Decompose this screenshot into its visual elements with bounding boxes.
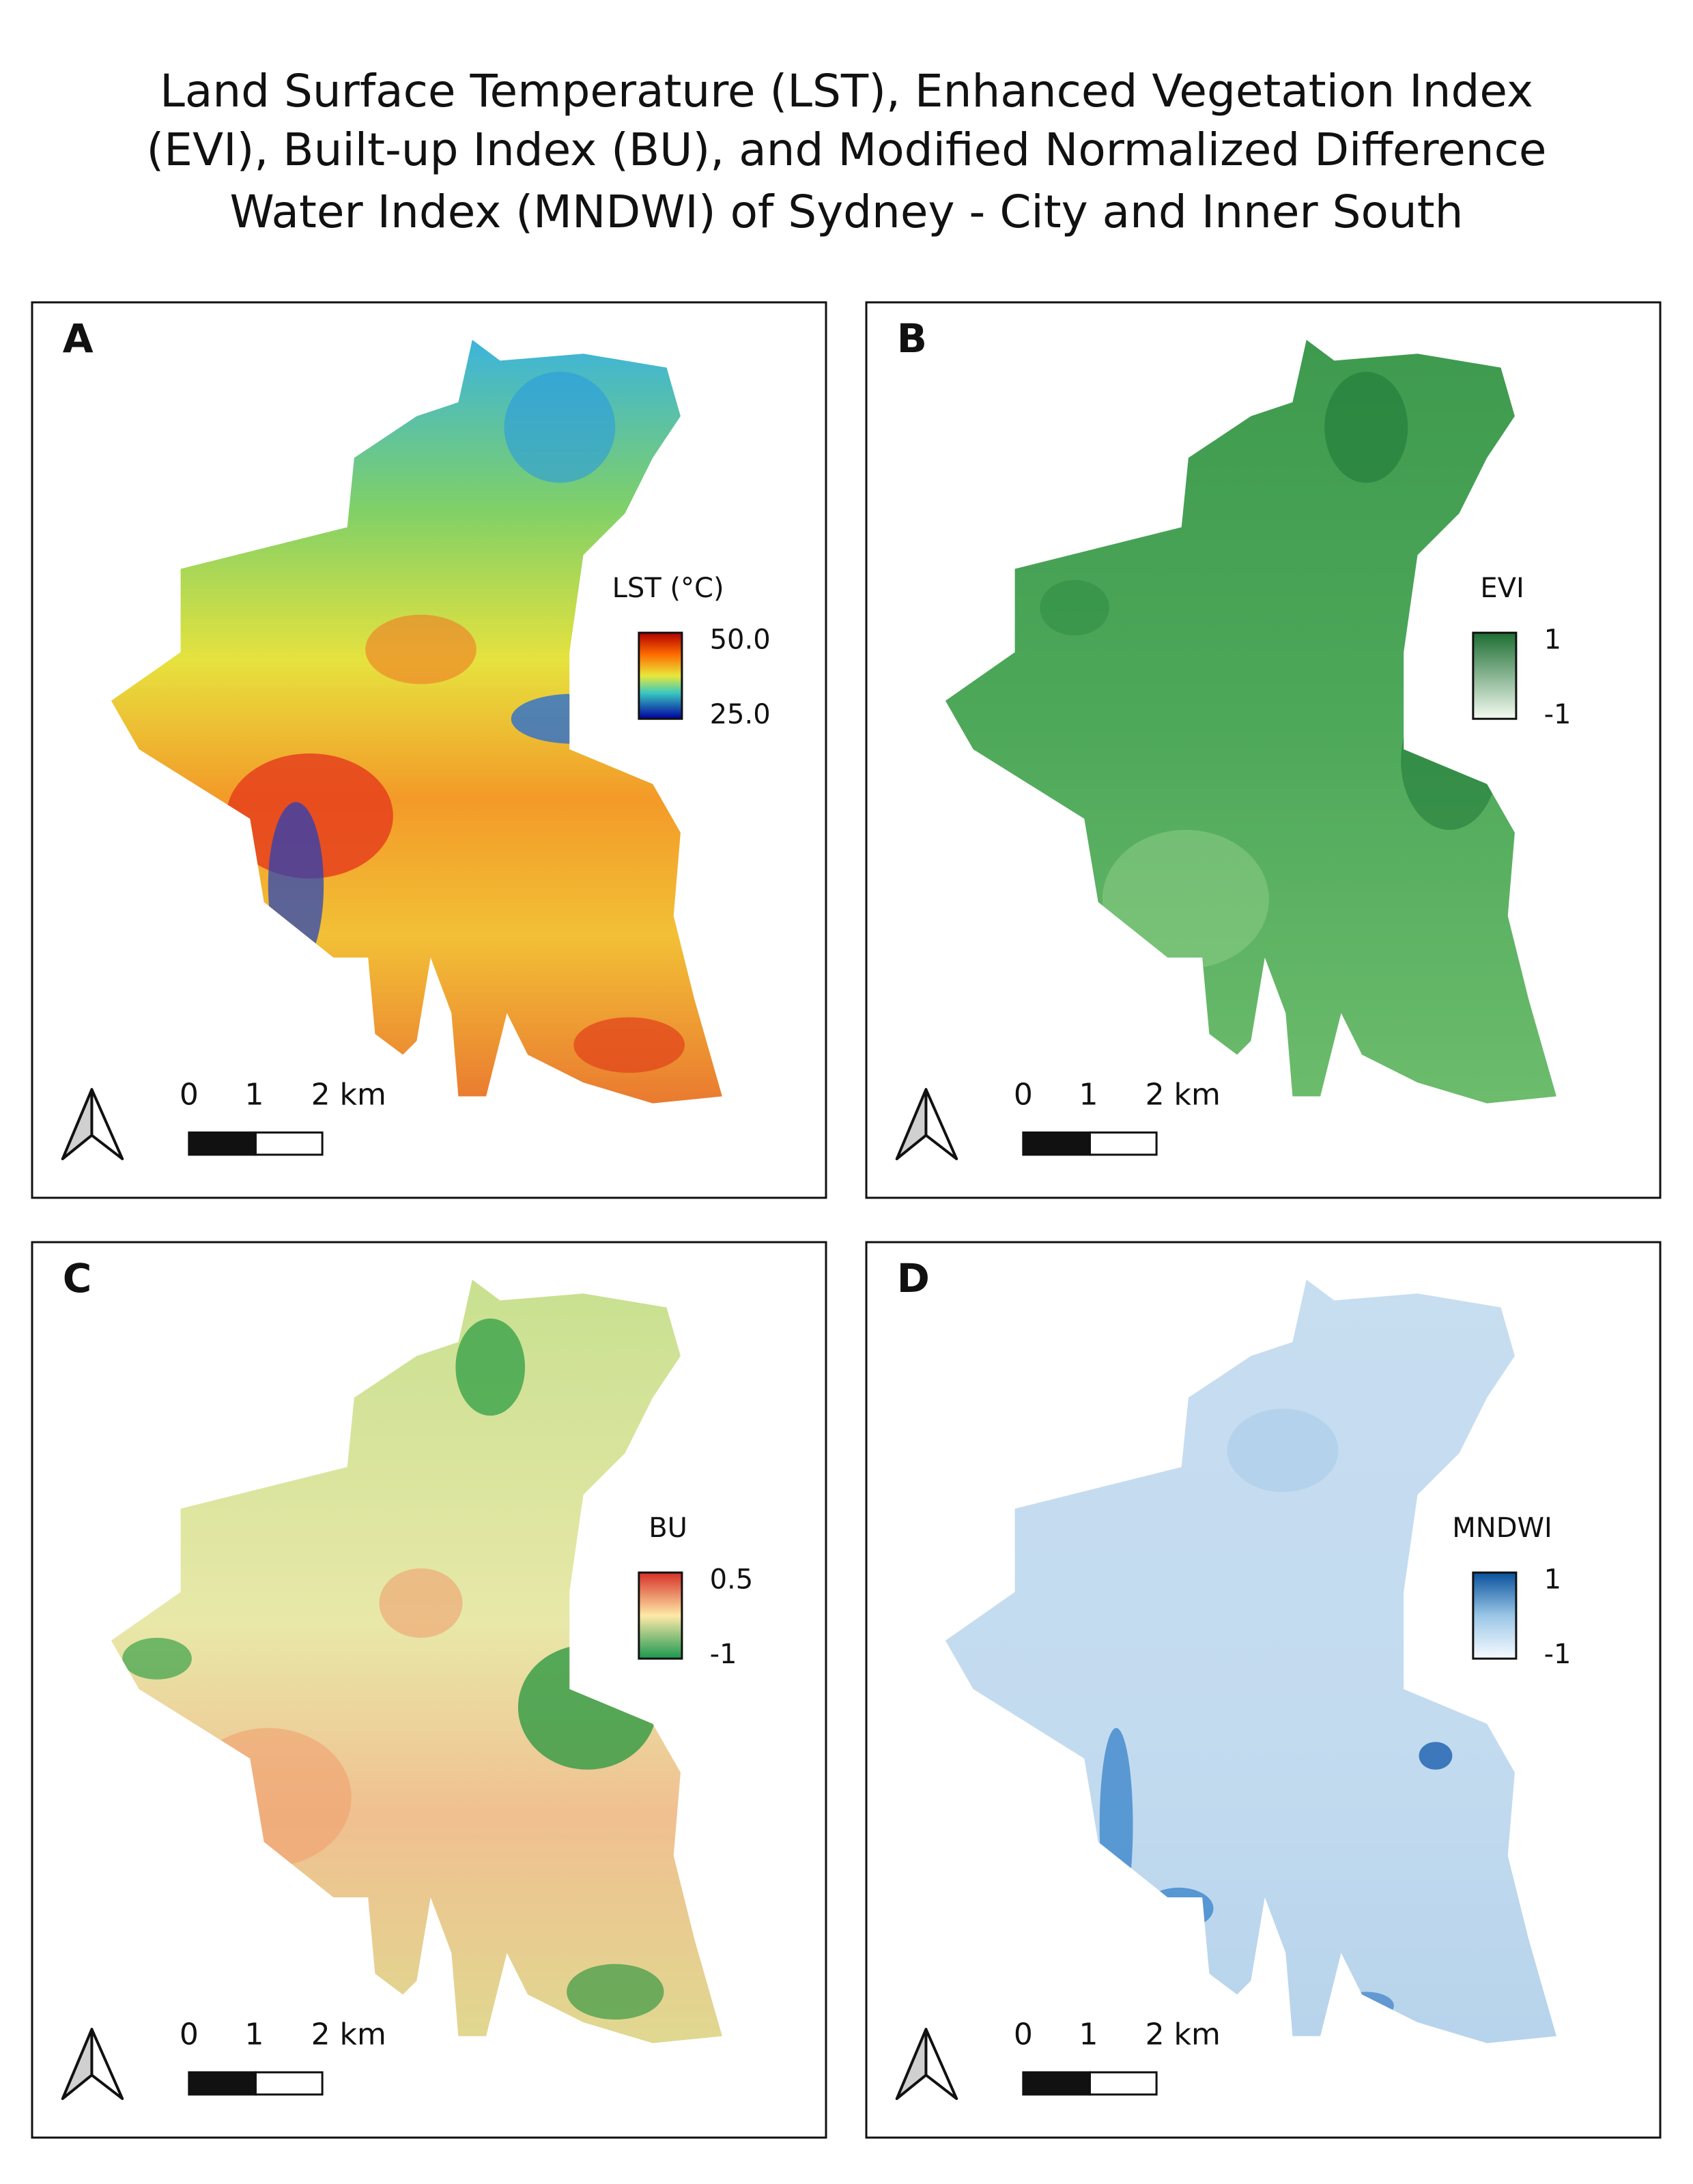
map-patch	[365, 614, 476, 685]
map-area	[111, 339, 722, 1104]
scale-label: 2 km	[1146, 1077, 1221, 1112]
panel-label: D	[897, 1255, 930, 1302]
map-panel: C BU 0.5 -1 0 1 2 km	[31, 1241, 827, 2139]
legend-colorbar	[1472, 631, 1518, 720]
panel-label: A	[63, 315, 94, 362]
legend-colorbar	[1472, 1571, 1518, 1660]
scale-label: 0	[1014, 2017, 1033, 2052]
scale-bar-black	[1022, 1131, 1091, 1156]
legend-max-label: 50.0	[710, 624, 771, 655]
map-patch	[1227, 1409, 1339, 1493]
panel-label: C	[63, 1255, 92, 1302]
map-patch	[504, 371, 616, 483]
map-panel: D MNDWI 1 -1 0 1 2 km	[865, 1241, 1662, 2139]
scale-bar-black	[188, 2071, 257, 2096]
map-patch	[573, 1017, 685, 1073]
legend-min-label: 25.0	[710, 699, 771, 730]
legend-min-label: -1	[1544, 699, 1571, 730]
map-patch	[122, 1637, 192, 1680]
scale-label: 2 km	[311, 2017, 386, 2052]
legend-min-label: -1	[710, 1639, 737, 1670]
map-patch	[1324, 371, 1408, 483]
scale-label: 2 km	[311, 1077, 386, 1112]
title-line: (EVI), Built-up Index (BU), and Modified…	[147, 124, 1547, 176]
map-patch	[1102, 829, 1269, 969]
map-panel: A LST (°C) 50.0 25.0 0 1 2 km	[31, 301, 827, 1199]
map-area	[945, 339, 1556, 1104]
scale-label: 1	[244, 1077, 264, 1112]
legend-colorbar	[638, 1571, 683, 1660]
scale-label: 0	[180, 1077, 199, 1112]
map-patch	[455, 1318, 526, 1416]
scale-label: 1	[1079, 1077, 1098, 1112]
scale-label: 0	[1014, 1077, 1033, 1112]
map-patch	[379, 1568, 463, 1638]
map-patch	[567, 1964, 664, 2020]
north-arrow-right	[924, 1088, 958, 1160]
scale-label: 1	[1079, 2017, 1098, 2052]
legend-max-label: 0.5	[710, 1564, 754, 1595]
north-arrow-right	[90, 2028, 124, 2100]
title-line: Water Index (MNDWI) of Sydney - City and…	[230, 186, 1464, 238]
title-line: Land Surface Temperature (LST), Enhanced…	[160, 65, 1533, 117]
legend-title: LST (°C)	[612, 573, 724, 604]
legend-title: MNDWI	[1452, 1512, 1552, 1544]
legend-colorbar	[638, 631, 683, 720]
legend-title: EVI	[1480, 573, 1524, 604]
scale-bar-black	[1022, 2071, 1091, 2096]
scale-label: 1	[244, 2017, 264, 2052]
north-arrow-right	[924, 2028, 958, 2100]
map-patch	[1419, 1742, 1453, 1770]
legend-min-label: -1	[1544, 1639, 1571, 1670]
legend-max-label: 1	[1544, 624, 1561, 655]
map-area	[111, 1279, 722, 2043]
scale-bar-black	[188, 1131, 257, 1156]
scale-bar-white	[1088, 1131, 1158, 1156]
map-panel: B EVI 1 -1 0 1 2 km	[865, 301, 1662, 1199]
scale-bar-white	[254, 1131, 324, 1156]
scale-bar-white	[1088, 2071, 1158, 2096]
map-patch	[1040, 579, 1109, 636]
north-arrow-right	[90, 1088, 124, 1160]
legend-max-label: 1	[1544, 1564, 1561, 1595]
legend-title: BU	[649, 1512, 687, 1544]
scale-bar-white	[254, 2071, 324, 2096]
scale-label: 0	[180, 2017, 199, 2052]
panel-label: B	[897, 315, 927, 362]
map-area	[945, 1279, 1556, 2043]
scale-label: 2 km	[1146, 2017, 1221, 2052]
